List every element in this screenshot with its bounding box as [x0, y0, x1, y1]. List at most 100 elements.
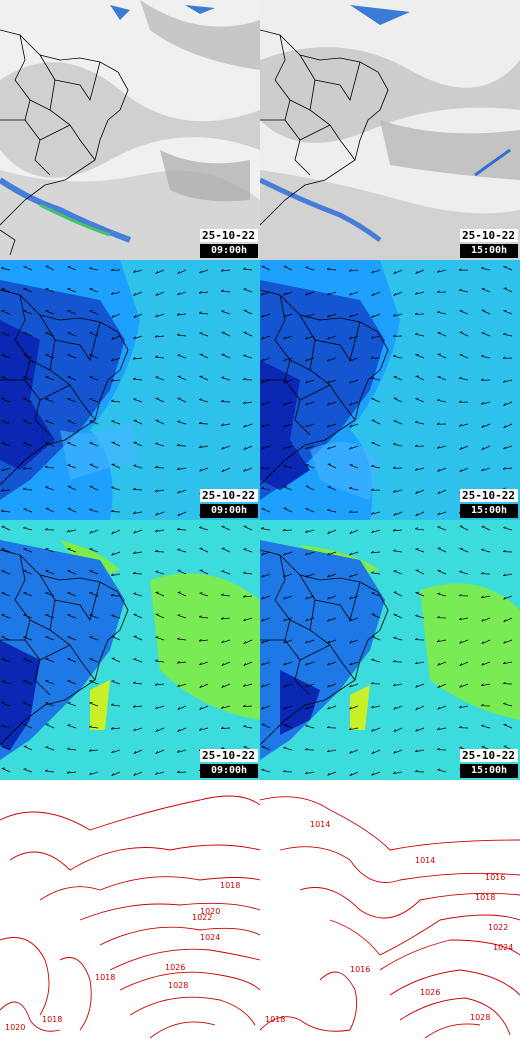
wind-vector-head [349, 684, 352, 688]
wind-vector-head [327, 314, 330, 318]
wind-vector-head [221, 640, 224, 644]
wind-vector [437, 353, 447, 359]
wind-vector [261, 445, 271, 450]
wind-vector-head [481, 401, 484, 405]
wind-vector-head [305, 724, 309, 727]
wind-vector [459, 525, 469, 531]
wind-vector [23, 658, 33, 663]
wind-vector [111, 704, 121, 707]
wind-vector [23, 527, 33, 531]
wind-vector [111, 464, 121, 469]
wind-vector-head [198, 291, 202, 294]
wind-vector-head [243, 447, 246, 451]
wind-vector [283, 486, 293, 491]
wind-vector [371, 659, 381, 663]
wind-vector-head [305, 402, 308, 406]
wind-vector-head [133, 315, 136, 318]
wind-vector [481, 725, 491, 729]
wind-vector-head [415, 548, 419, 550]
wind-vector [199, 527, 209, 531]
wind-vector-head [414, 312, 418, 315]
wind-vector-head [304, 771, 308, 775]
wind-vector-head [502, 550, 506, 553]
wind-vector [221, 310, 231, 315]
wind-vector-head [111, 773, 114, 776]
wind-vector-head [348, 727, 352, 731]
wind-vector [243, 548, 253, 553]
wind-vector-head [393, 271, 396, 275]
wind-vector-head [260, 527, 265, 529]
wind-vector [371, 419, 381, 425]
wind-vector [221, 445, 231, 450]
wind-vector [67, 442, 77, 447]
wind-vector [459, 639, 469, 644]
satellite-panel-0900: 25-10-22 09:00h [0, 0, 260, 260]
wind-vector-head [371, 658, 375, 661]
wind-vector-head [502, 681, 506, 685]
wind-vector [89, 398, 99, 403]
wind-vector-head [199, 332, 203, 334]
wind-vector-head [111, 358, 114, 362]
wind-vector [503, 527, 513, 531]
wind-vector-head [111, 531, 114, 535]
wind-vector-head [437, 526, 441, 528]
wind-vector [243, 617, 253, 622]
wind-vector-head [349, 574, 352, 578]
wind-vector [349, 335, 359, 340]
wind-vector [23, 310, 33, 315]
wind-vector-head [221, 747, 225, 749]
wind-vector [415, 291, 425, 295]
wind-vector [89, 592, 99, 597]
wind-vector-head [111, 292, 114, 295]
wind-vector [503, 423, 513, 429]
wind-field-map [0, 260, 260, 520]
wind-vector [67, 529, 77, 533]
wind-vector-head [242, 377, 246, 380]
wind-vector [67, 771, 77, 774]
wind-vector-head [393, 489, 396, 493]
wind-vector [481, 423, 491, 428]
wind-vector [89, 749, 99, 752]
wind-vector [437, 311, 447, 315]
wind-vector-head [243, 468, 246, 472]
wind-vector-head [327, 684, 330, 688]
wind-vector [437, 526, 447, 531]
wind-vector [89, 529, 99, 534]
wind-vector [503, 379, 513, 383]
wind-field-map [260, 520, 520, 780]
wind-vector-head [327, 574, 330, 578]
wind-vector [327, 573, 337, 578]
wind-vector [45, 636, 55, 641]
wind-vector-head [480, 378, 484, 381]
wind-vector [393, 397, 403, 403]
wind-vector-head [199, 526, 203, 528]
wind-vector [45, 592, 55, 597]
wind-vector [459, 331, 469, 337]
wind-vector [261, 617, 271, 622]
wind-vector-head [349, 358, 352, 362]
wind-vector-head [22, 467, 26, 470]
wind-vector [415, 333, 425, 337]
wind-vector [327, 551, 337, 556]
wind-vector-head [349, 618, 352, 622]
wind-vector [67, 548, 77, 553]
wind-vector-head [66, 529, 70, 533]
wind-vector [503, 467, 513, 470]
wind-panel-low-1500: 25-10-22 15:00h [260, 260, 520, 520]
wind-vector-head [392, 683, 396, 687]
wind-vector-head [348, 510, 352, 513]
wind-vector [155, 636, 165, 641]
wind-vector-head [393, 313, 396, 317]
isobar-label: 1014 [415, 856, 435, 865]
wind-vector-head [177, 728, 180, 732]
wind-vector-head [503, 526, 507, 529]
wind-vector [283, 747, 293, 751]
wind-vector [371, 771, 381, 776]
wind-vector [221, 617, 231, 620]
wind-vector-head [437, 768, 441, 771]
wind-vector [221, 467, 231, 473]
wind-vector-head [349, 380, 352, 384]
wind-vector [23, 745, 33, 751]
wind-vector-head [89, 530, 92, 534]
wind-vector-head [392, 466, 396, 469]
